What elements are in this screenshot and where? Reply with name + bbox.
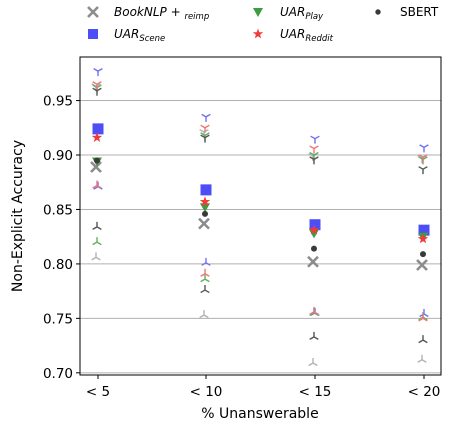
series-sbert (92, 87, 428, 344)
lower-bound-marker (418, 335, 428, 344)
lower-bound-marker (201, 257, 211, 266)
legend-item-booknlp: BookNLP + reimp (87, 5, 209, 22)
legend-label: UARScene (114, 27, 165, 44)
data-point (420, 251, 426, 258)
y-tick-label: 0.70 (43, 366, 73, 382)
legend-label: BookNLP + reimp (114, 5, 209, 22)
y-tick-label: 0.85 (43, 202, 73, 218)
upper-bound-marker (92, 81, 102, 90)
upper-bound-marker (309, 156, 319, 165)
upper-bound-marker (201, 113, 211, 122)
upper-bound-marker (200, 124, 210, 133)
x-axis: < 5 < 10 < 15 < 20 (86, 375, 440, 400)
legend-label: SBERT (400, 5, 439, 19)
legend-marker (375, 9, 381, 15)
upper-bound-marker (419, 144, 429, 153)
y-tick-label: 0.90 (43, 148, 73, 164)
x-tick-label: < 5 (86, 384, 110, 400)
lower-bound-marker (417, 354, 427, 363)
series-booknlp (90, 83, 428, 367)
legend-item-sbert: SBERT (375, 5, 439, 19)
data-point (198, 217, 210, 230)
legend: BookNLP + reimp UARScene UARPlay UARReddit S… (87, 5, 439, 44)
lower-bound-marker (309, 331, 319, 340)
data-point (308, 224, 320, 235)
data-point (311, 245, 317, 252)
data-point (92, 123, 104, 135)
legend-marker (253, 8, 263, 17)
data-point (90, 161, 102, 173)
data-point (417, 233, 429, 244)
series-uar_scene (92, 68, 430, 318)
legend-label: UARReddit (280, 27, 334, 44)
grid-lines (80, 100, 441, 374)
legend-label: UARPlay (280, 5, 324, 22)
data-point (202, 210, 208, 217)
lower-bound-marker (200, 268, 210, 277)
y-tick-label: 0.75 (43, 311, 73, 327)
data-point (94, 157, 100, 164)
plot-frame (79, 56, 442, 376)
x-axis-title: % Unanswerable (201, 406, 318, 422)
y-tick-label: 0.80 (43, 257, 73, 273)
lower-bound-marker (200, 285, 210, 294)
upper-bound-marker (93, 68, 103, 77)
data-point (416, 259, 428, 271)
data-marks (90, 68, 430, 367)
upper-bound-marker (418, 154, 428, 163)
data-point (307, 255, 319, 268)
legend-marker (252, 28, 264, 39)
series-uar_play (92, 84, 428, 321)
lower-bound-marker (419, 309, 429, 318)
lower-bound-marker (92, 237, 102, 246)
y-tick-label: 0.95 (43, 94, 73, 110)
lower-bound-marker (309, 306, 319, 315)
upper-bound-marker (309, 145, 319, 154)
x-tick-label: < 15 (299, 384, 332, 400)
data-point (309, 219, 321, 231)
lower-bound-marker (92, 221, 102, 230)
data-point (200, 184, 212, 196)
y-axis-title: Non-Explicit Accuracy (10, 140, 26, 292)
legend-item-uar_scene: UARScene (88, 27, 165, 44)
legend-marker (87, 6, 99, 18)
lower-bound-marker (200, 274, 210, 283)
data-point (418, 224, 430, 236)
lower-bound-marker (308, 358, 318, 367)
upper-bound-marker (92, 87, 102, 96)
y-axis: 0.70 0.75 0.80 0.85 0.90 0.95 (43, 94, 80, 382)
legend-marker (88, 29, 98, 39)
x-tick-label: < 20 (408, 384, 441, 400)
data-point (199, 196, 211, 207)
lower-bound-marker (418, 313, 428, 322)
upper-bound-marker (200, 134, 210, 143)
lower-bound-marker (199, 310, 209, 319)
legend-item-uar_reddit: UARReddit (252, 27, 334, 44)
upper-bound-marker (310, 135, 320, 144)
x-tick-label: < 10 (190, 384, 223, 400)
data-point (309, 229, 319, 239)
data-point (91, 132, 103, 142)
legend-item-uar_play: UARPlay (253, 5, 324, 22)
upper-bound-marker (418, 166, 428, 175)
lower-bound-marker (92, 180, 102, 189)
series-uar_reddit (91, 81, 429, 322)
lower-bound-marker (91, 252, 101, 261)
